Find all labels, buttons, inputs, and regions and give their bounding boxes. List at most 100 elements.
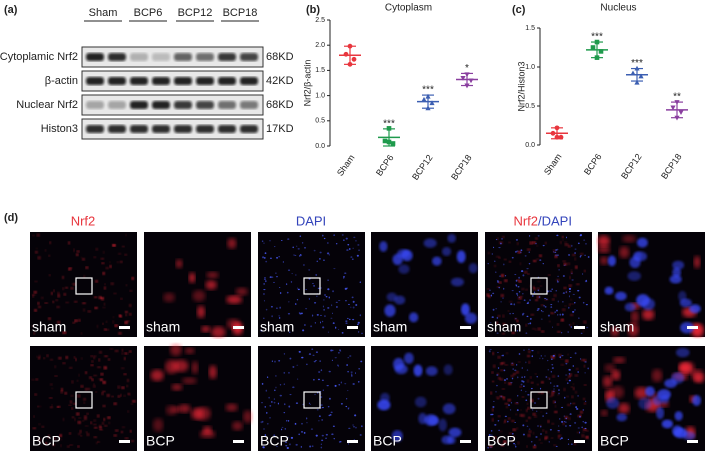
cell [346, 364, 349, 366]
cell [524, 255, 527, 257]
blot-band [174, 125, 192, 133]
cell [359, 281, 361, 283]
cell [106, 393, 110, 397]
cell [34, 309, 37, 312]
cell [338, 441, 341, 443]
cell [504, 415, 508, 418]
cell [580, 252, 584, 256]
cell [529, 299, 531, 302]
cell [352, 383, 355, 385]
cell [117, 395, 120, 398]
cell [271, 360, 273, 363]
cell [294, 303, 297, 305]
cell [549, 321, 551, 323]
cell [93, 383, 95, 386]
cell [41, 296, 44, 299]
cell [358, 368, 360, 370]
cell [536, 287, 540, 291]
cell [82, 420, 84, 422]
cell [494, 424, 497, 426]
cell [544, 305, 547, 308]
cell [500, 444, 504, 447]
cell [324, 293, 326, 297]
group-label: BCP12 [178, 7, 213, 19]
cell [273, 246, 276, 248]
cell [568, 295, 570, 298]
cell [541, 357, 544, 360]
cell [317, 287, 320, 289]
cell [263, 242, 265, 244]
cell [584, 421, 587, 424]
cell [295, 274, 297, 276]
cell [226, 295, 243, 304]
cell [121, 386, 125, 389]
cell [565, 417, 567, 420]
cell [568, 324, 571, 326]
cell [68, 404, 72, 406]
cell [443, 364, 453, 376]
cell [181, 377, 197, 385]
cell [693, 255, 701, 269]
blot-band [130, 101, 148, 109]
cell [113, 434, 118, 437]
cell [508, 241, 511, 244]
cell [351, 373, 353, 376]
cell [587, 256, 590, 258]
cell [319, 360, 321, 363]
cell [36, 355, 38, 358]
cell [528, 350, 531, 353]
cell [516, 319, 519, 323]
cell [579, 358, 582, 360]
cell [584, 361, 587, 363]
cell [330, 411, 333, 413]
cell [80, 435, 83, 437]
cell [384, 304, 396, 317]
zoom-box [530, 391, 548, 409]
cell [563, 286, 567, 289]
cell [497, 415, 501, 418]
cell [447, 436, 456, 445]
cell [489, 444, 493, 448]
cell [312, 282, 314, 285]
cell [313, 378, 315, 381]
cell [90, 355, 93, 358]
cell [357, 381, 360, 383]
cell [93, 419, 97, 422]
cell [543, 304, 545, 307]
cell [280, 239, 283, 242]
cell [500, 301, 502, 303]
cell [53, 289, 55, 293]
cell [664, 378, 677, 388]
cell [674, 411, 683, 421]
cell [570, 303, 575, 305]
cell [85, 371, 88, 374]
cell [318, 371, 321, 373]
cell [264, 280, 267, 283]
cell [329, 414, 332, 416]
blot-frame [81, 46, 264, 68]
cell [163, 292, 175, 303]
cell [526, 425, 529, 427]
scale-bar [119, 440, 130, 443]
cell [319, 251, 322, 254]
cell [574, 248, 577, 250]
data-point [386, 139, 392, 145]
cell [102, 306, 106, 309]
y-axis-label: Nrf2/Histon3 [516, 61, 526, 111]
cell [70, 287, 74, 290]
cell [100, 257, 105, 260]
cell [517, 301, 521, 304]
cell [102, 405, 106, 408]
cell [294, 422, 297, 425]
cell [500, 395, 503, 398]
cell [528, 263, 531, 265]
cell [345, 320, 348, 322]
cell [278, 316, 281, 320]
cell [611, 369, 621, 381]
cell [557, 331, 561, 333]
size-label: 68KD [266, 99, 294, 111]
cell [129, 429, 132, 433]
cell [576, 408, 579, 410]
cell [527, 433, 531, 437]
cell [349, 355, 352, 357]
